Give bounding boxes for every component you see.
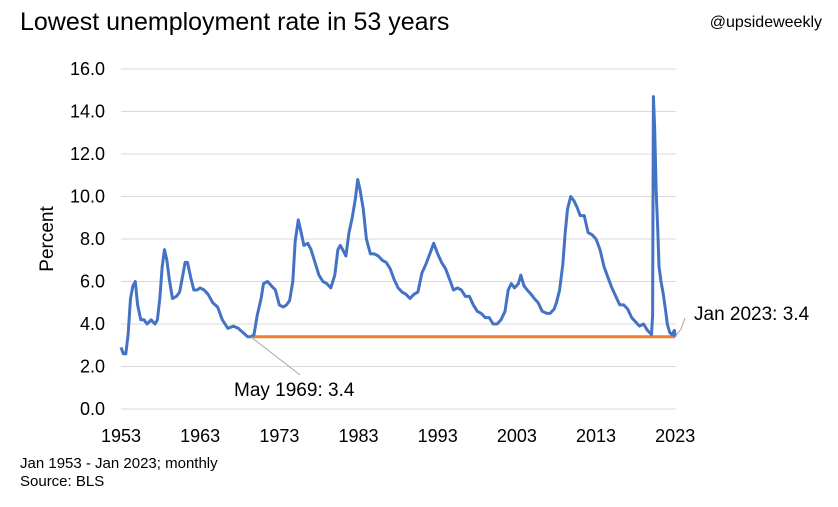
y-tick-label: 10.0 — [70, 187, 105, 207]
y-tick-label: 2.0 — [80, 357, 105, 377]
y-tick-label: 16.0 — [70, 59, 105, 79]
x-tick-label: 2003 — [497, 426, 537, 446]
y-tick-label: 12.0 — [70, 144, 105, 164]
annotation-may-1969: May 1969: 3.4 — [234, 380, 355, 401]
y-tick-label: 8.0 — [80, 229, 105, 249]
annotation-leader-2023 — [674, 317, 686, 338]
y-axis-label: Percent — [37, 206, 58, 272]
gridlines — [121, 68, 676, 367]
y-axis-ticks: 0.0 2.0 4.0 6.0 8.0 10.0 12.0 14.0 16.0 — [70, 59, 105, 419]
x-axis-ticks: 1953 1963 1973 1983 1993 2003 2013 2023 — [101, 426, 695, 446]
y-tick-label: 4.0 — [80, 314, 105, 334]
x-tick-label: 1973 — [259, 426, 299, 446]
x-tick-label: 1963 — [180, 426, 220, 446]
unemployment-rate-line — [119, 95, 677, 356]
y-tick-label: 6.0 — [80, 272, 105, 292]
annotation-jan-2023: Jan 2023: 3.4 — [694, 304, 810, 325]
y-tick-label: 14.0 — [70, 102, 105, 122]
x-tick-label: 2023 — [655, 426, 695, 446]
y-tick-label: 0.0 — [80, 399, 105, 419]
author-handle: @upsideweekly — [709, 14, 822, 31]
source-note: Source: BLS — [20, 473, 105, 490]
annotation-leader-1969 — [250, 336, 301, 376]
x-tick-label: 1953 — [101, 426, 141, 446]
chart-title: Lowest unemployment rate in 53 years — [20, 8, 450, 36]
x-tick-label: 2013 — [576, 426, 616, 446]
x-tick-label: 1993 — [418, 426, 458, 446]
annotations: May 1969: 3.4 Jan 2023: 3.4 — [234, 304, 810, 401]
date-range-note: Jan 1953 - Jan 2023; monthly — [20, 455, 218, 472]
x-tick-label: 1983 — [338, 426, 378, 446]
